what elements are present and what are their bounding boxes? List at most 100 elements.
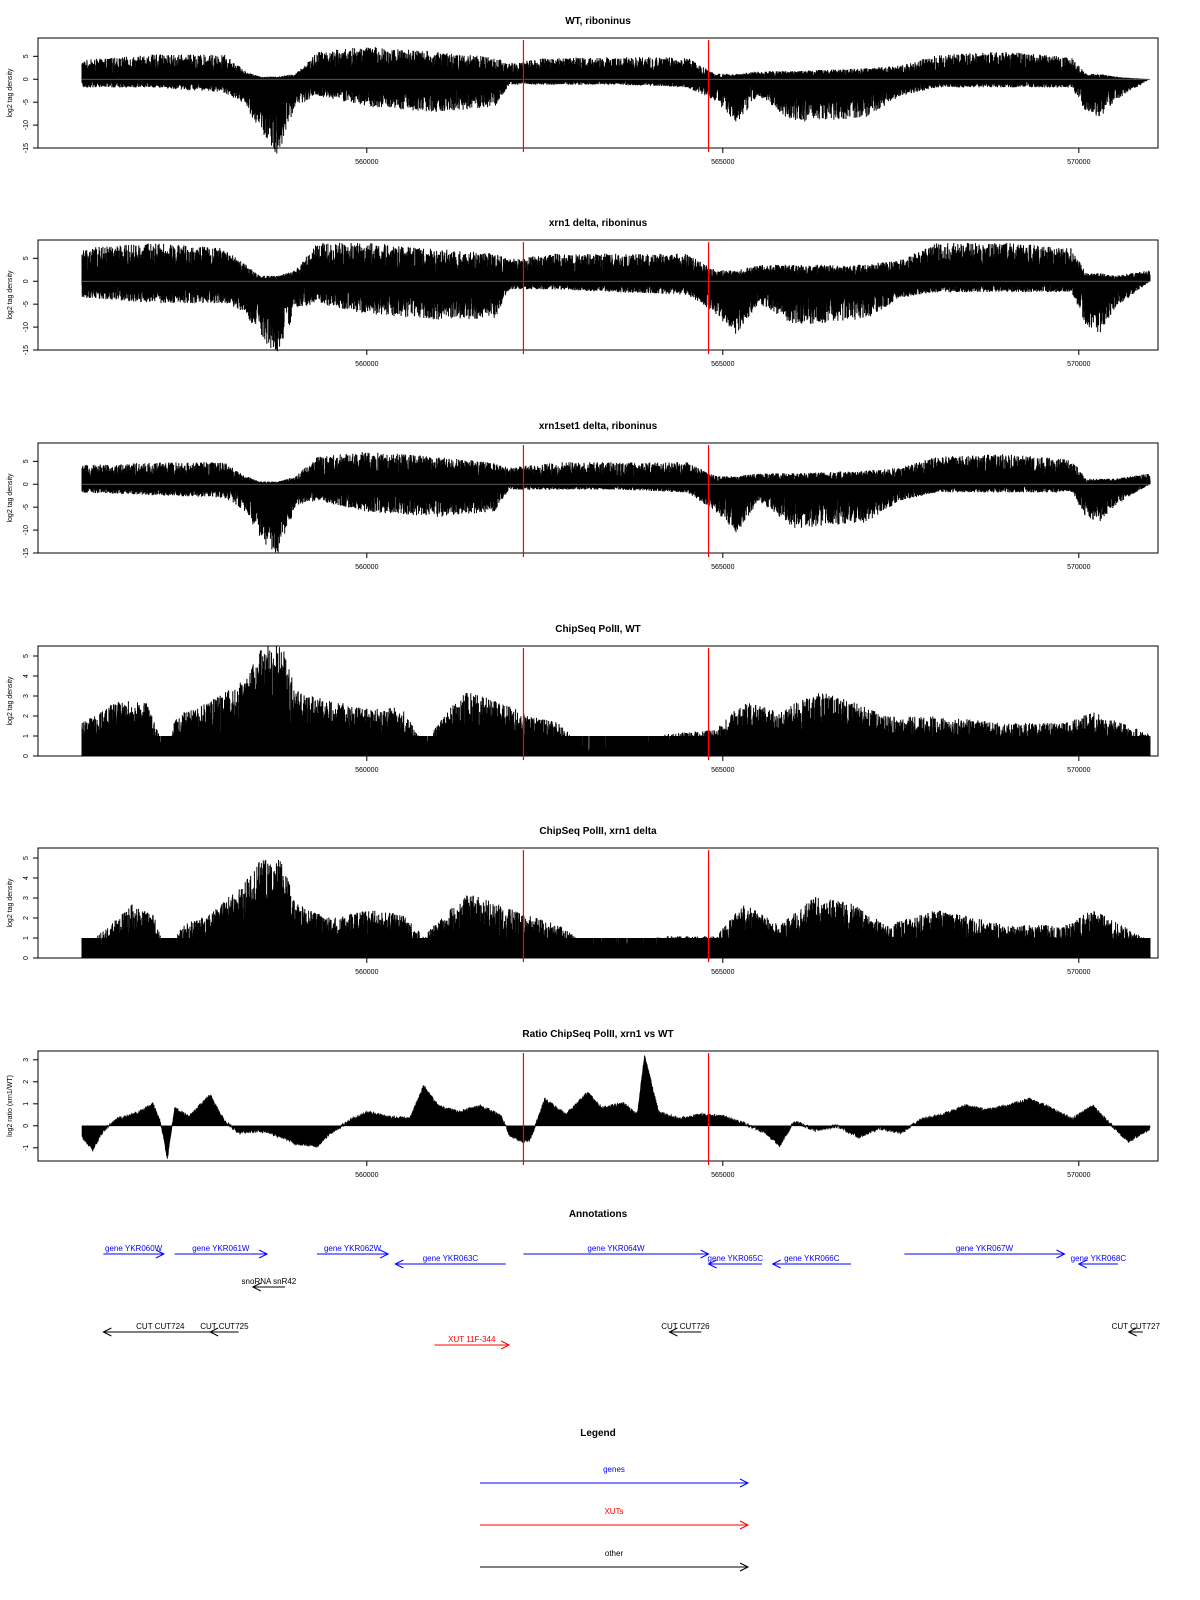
x-tick-label: 560000 — [355, 969, 378, 976]
y-tick-label: -15 — [23, 345, 30, 355]
y-tick-label: 3 — [23, 896, 30, 900]
chart-panel-2: xrn1 delta, riboninus log2 tag density -15… — [7, 218, 1159, 368]
annotation-label: XUT 11F-344 — [448, 1335, 496, 1344]
y-tick-label: -5 — [23, 504, 30, 510]
data-series — [81, 645, 1151, 756]
y-tick-label: -10 — [23, 525, 30, 535]
y-tick-label: 3 — [23, 1058, 30, 1062]
data-series — [81, 859, 1151, 958]
annotation-15: CUT CUT727 — [1112, 1322, 1161, 1337]
legend-arrow-head — [739, 1520, 750, 1530]
annotation-label: gene YKR062W — [324, 1244, 382, 1253]
y-tick-label: 2 — [23, 916, 30, 920]
annotation-arrow-head — [707, 1259, 717, 1269]
annotation-arrow-head — [1056, 1249, 1066, 1259]
y-tick-label: -10 — [23, 322, 30, 332]
x-tick-label: 570000 — [1067, 361, 1090, 368]
chart-panel-3: xrn1set1 delta, riboninus log2 tag densit… — [7, 421, 1159, 571]
tag-density-bars — [81, 645, 1151, 756]
chart-title: WT, riboninus — [565, 16, 631, 27]
x-tick-label: 565000 — [711, 767, 734, 774]
annotation-arrow-head — [394, 1259, 404, 1269]
y-tick-label: 0 — [23, 754, 30, 758]
annotation-7: gene YKR066C — [771, 1254, 851, 1269]
legend-arrow-head — [739, 1562, 750, 1572]
y-axis-label: log2 ratio (xrn1/WT) — [7, 1075, 14, 1137]
plot-frame — [37, 239, 1159, 351]
y-tick-label: 4 — [23, 674, 30, 678]
legend: Legend genes XUTs other — [480, 1428, 750, 1572]
annotation-arrow-head — [700, 1249, 710, 1259]
legend-label: XUTs — [604, 1507, 623, 1516]
y-axis-label: log2 tag density — [7, 68, 14, 118]
annotation-label: CUT CUT725 — [200, 1322, 249, 1331]
annotation-9: gene YKR068C — [1071, 1254, 1127, 1269]
annotation-label: gene YKR063C — [423, 1254, 479, 1263]
y-tick-label: 5 — [23, 54, 30, 58]
tag-density-bars — [81, 47, 1151, 154]
y-tick-label: 1 — [23, 936, 30, 940]
x-tick-label: 570000 — [1067, 564, 1090, 571]
annotation-4: gene YKR063C — [394, 1254, 506, 1269]
annotation-11: CUT CUT724 — [102, 1322, 218, 1337]
data-series — [81, 452, 1151, 553]
annotation-12: CUT CUT725 — [200, 1322, 249, 1337]
annotation-14: CUT CUT726 — [661, 1322, 710, 1337]
x-tick-label: 560000 — [355, 159, 378, 166]
annotation-arrow-head — [251, 1282, 262, 1292]
tag-density-bars — [81, 452, 1151, 553]
tag-density-bars — [81, 859, 1151, 958]
x-tick-label: 570000 — [1067, 767, 1090, 774]
legend-entry-other: other — [480, 1549, 750, 1572]
y-axis-label: log2 tag density — [7, 270, 14, 320]
y-tick-label: 0 — [23, 1124, 30, 1128]
y-tick-label: 0 — [23, 482, 30, 486]
x-tick-label: 565000 — [711, 159, 734, 166]
annotations-section: Annotations gene YKR060W gene YKR061W gene … — [102, 1209, 1161, 1350]
legend-title: Legend — [580, 1428, 616, 1439]
x-tick-label: 565000 — [711, 969, 734, 976]
annotation-label: gene YKR060W — [105, 1244, 163, 1253]
annotation-label: snoRNA snR42 — [242, 1277, 297, 1286]
legend-label: genes — [603, 1465, 625, 1474]
y-tick-label: -5 — [23, 301, 30, 307]
annotation-label: gene YKR067W — [956, 1244, 1014, 1253]
y-tick-label: -1 — [23, 1145, 30, 1151]
annotation-arrow-head — [379, 1249, 390, 1259]
annotation-label: gene YKR068C — [1071, 1254, 1127, 1263]
y-tick-label: 0 — [23, 77, 30, 81]
chart-panel-5: ChipSeq PolII, xrn1 delta log2 tag densit… — [7, 826, 1159, 976]
annotation-10: snoRNA snR42 — [242, 1277, 297, 1292]
annotation-arrow-head — [500, 1340, 511, 1350]
annotation-label: gene YKR065C — [708, 1254, 764, 1263]
annotation-label: gene YKR066C — [784, 1254, 840, 1263]
y-tick-label: 5 — [23, 654, 30, 658]
chart-title: xrn1 delta, riboninus — [549, 218, 648, 229]
chart-title: ChipSeq PolII, xrn1 delta — [539, 826, 657, 837]
annotation-arrow-head — [258, 1249, 269, 1259]
chart-panel-4: ChipSeq PolII, WT log2 tag density 0 1 2 3 4 5 5… — [7, 624, 1159, 774]
y-axis-label: log2 tag density — [7, 473, 14, 523]
annotation-6: gene YKR065C — [707, 1254, 764, 1269]
annotation-arrow-head — [209, 1327, 219, 1337]
annotation-label: gene YKR061W — [192, 1244, 250, 1253]
x-tick-label: 560000 — [355, 767, 378, 774]
y-tick-label: 1 — [23, 1102, 30, 1106]
chart-panel-6: Ratio ChipSeq PolII, xrn1 vs WT log2 rati… — [7, 1029, 1159, 1179]
annotation-arrow-head — [1077, 1259, 1088, 1269]
y-tick-label: 5 — [23, 856, 30, 860]
x-tick-label: 570000 — [1067, 159, 1090, 166]
plot-frame — [37, 37, 1159, 149]
x-tick-label: 560000 — [355, 564, 378, 571]
chart-title: xrn1set1 delta, riboninus — [539, 421, 658, 432]
chart-panel-1: WT, riboninus log2 tag density -15 -10 -5 0 5 5… — [7, 16, 1159, 166]
annotation-label: CUT CUT727 — [1112, 1322, 1161, 1331]
annotation-3: gene YKR062W — [316, 1244, 390, 1259]
annotation-arrow-head — [668, 1327, 678, 1337]
x-tick-label: 565000 — [711, 361, 734, 368]
annotation-label: CUT CUT724 — [136, 1322, 185, 1331]
y-tick-label: 5 — [23, 459, 30, 463]
y-tick-label: -5 — [23, 99, 30, 105]
y-axis-label: log2 tag density — [7, 878, 14, 928]
